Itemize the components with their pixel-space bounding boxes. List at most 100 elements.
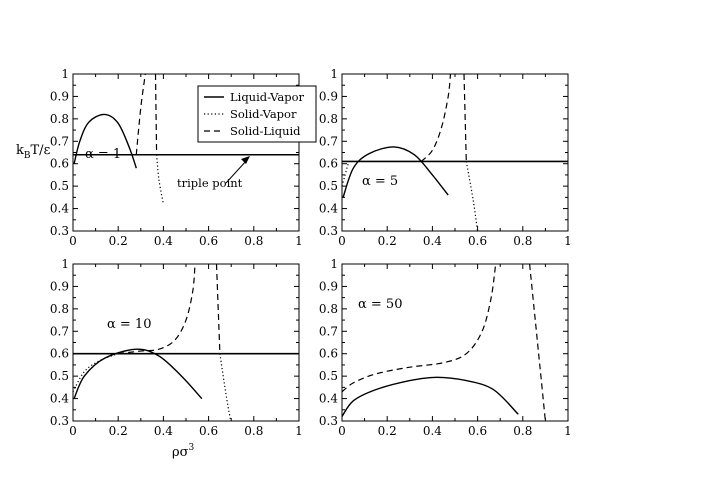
x-tick-label: 0 [338, 234, 346, 248]
y-tick-label: 0.7 [319, 324, 338, 338]
y-tick-label: 0.4 [319, 392, 338, 406]
series-solid-vapor-curve [219, 353, 232, 421]
y-tick-label: 0.5 [50, 179, 69, 193]
y-axis-label: kBT/ε [16, 143, 51, 161]
y-tick-label: 0.9 [319, 279, 338, 293]
x-tick-label: 0.4 [154, 234, 173, 248]
series-liquid-vapor-curve [342, 146, 449, 198]
y-tick-label: 0.3 [50, 414, 69, 428]
legend-label-solid-vapor: Solid-Vapor [230, 107, 297, 121]
panel-alpha-label: α = 1 [85, 147, 121, 162]
y-tick-label: 1 [61, 257, 69, 271]
y-tick-label: 1 [330, 67, 338, 81]
x-tick-label: 0.8 [513, 234, 532, 248]
y-tick-label: 1 [330, 257, 338, 271]
x-tick-label: 1 [564, 424, 572, 438]
series-liquid-vapor-curve [342, 376, 519, 417]
panel-frame [72, 263, 300, 422]
x-tick-label: 0.6 [199, 234, 218, 248]
y-tick-label: 0.4 [50, 202, 69, 216]
y-axis-label-rest: T/ε [31, 143, 51, 158]
panel-alpha-label: α = 10 [107, 317, 151, 332]
legend-label-liquid-vapor: Liquid-Vapor [230, 90, 305, 104]
triple-point-label: triple point [177, 176, 243, 190]
series-solid-liquid-curve [154, 74, 158, 155]
x-tick-label: 1 [564, 234, 572, 248]
y-tick-label: 0.5 [50, 369, 69, 383]
series-solid-liquid-curve [463, 74, 467, 162]
y-tick-label: 0.6 [50, 157, 69, 171]
y-tick-label: 0.7 [50, 324, 69, 338]
panel-4: 0 0.2 0.4 0.6 0.8 1 0.3 0.4 0.5 0.6 0.7 0.8 0.9 1 α = … [319, 257, 572, 438]
panel-alpha-label: α = 5 [362, 174, 398, 189]
x-tick-label: 0.4 [154, 424, 173, 438]
triple-point-arrowhead [241, 156, 250, 164]
legend: Liquid-Vapor Solid-Vapor Solid-Liquid [197, 85, 317, 143]
y-tick-label: 0.5 [319, 369, 338, 383]
y-tick-label: 0.7 [319, 134, 338, 148]
x-tick-label: 0 [338, 424, 346, 438]
panel-frame [341, 73, 569, 232]
panel-1: 0 0.2 0.4 0.6 0.8 1 0.3 0.4 0.5 0.6 0.7 0.8 0.9 1 α = … [50, 67, 303, 248]
x-tick-label: 0.6 [468, 424, 487, 438]
y-tick-label: 0.7 [50, 134, 69, 148]
triple-point-annotation: triple point [177, 156, 250, 190]
x-tick-label: 0 [69, 234, 77, 248]
x-tick-label: 0.4 [423, 424, 442, 438]
series-liquid-vapor-curve [73, 348, 203, 400]
plot-area [73, 74, 299, 205]
y-tick-label: 0.4 [50, 392, 69, 406]
y-tick-label: 0.9 [319, 89, 338, 103]
series-solid-liquid-curve [135, 74, 146, 155]
y-tick-label: 0.5 [319, 179, 338, 193]
panel-alpha-label: α = 50 [358, 297, 402, 312]
y-tick-label: 0.3 [319, 224, 338, 238]
series-solid-vapor-curve [465, 161, 479, 231]
x-tick-label: 1 [295, 424, 303, 438]
x-tick-label: 0.8 [244, 424, 263, 438]
x-axis-label-main: ρσ [172, 445, 189, 460]
series-solid-liquid-curve [342, 264, 497, 393]
plot-area [342, 74, 568, 231]
plot-area [73, 264, 299, 421]
panel-frame [341, 263, 569, 422]
legend-label-solid-liquid: Solid-Liquid [230, 124, 301, 138]
series-solid-vapor-curve [156, 154, 164, 205]
y-tick-label: 0.9 [50, 89, 69, 103]
x-tick-label: 0.2 [378, 424, 397, 438]
series-liquid-vapor-curve [73, 113, 137, 169]
series-solid-vapor-curve [73, 353, 119, 393]
series-solid-liquid-curve [529, 264, 546, 421]
panel-3: 0 0.2 0.4 0.6 0.8 1 0.3 0.4 0.5 0.6 0.7 0.8 0.9 1 α = … [50, 257, 303, 438]
panel-2: 0 0.2 0.4 0.6 0.8 1 0.3 0.4 0.5 0.6 0.7 0.8 0.9 1 α = … [319, 67, 572, 248]
x-tick-label: 0.8 [513, 424, 532, 438]
series-solid-liquid-curve [118, 264, 196, 355]
x-tick-label: 0 [69, 424, 77, 438]
x-tick-label: 0.2 [378, 234, 397, 248]
y-tick-label: 0.9 [50, 279, 69, 293]
x-axis-label-sup: 3 [189, 443, 195, 453]
series-solid-liquid-curve [420, 74, 452, 162]
y-axis-label-sub: B [24, 151, 31, 161]
y-tick-label: 0.3 [319, 414, 338, 428]
x-tick-label: 1 [295, 234, 303, 248]
x-tick-label: 0.6 [199, 424, 218, 438]
y-tick-label: 0.8 [50, 112, 69, 126]
y-tick-label: 1 [61, 67, 69, 81]
y-axis-label-k: k [16, 143, 24, 158]
x-tick-label: 0.8 [244, 234, 263, 248]
y-tick-label: 0.8 [319, 302, 338, 316]
y-tick-label: 0.4 [319, 202, 338, 216]
y-tick-label: 0.6 [319, 157, 338, 171]
x-axis-label: ρσ3 [172, 443, 195, 460]
y-tick-label: 0.6 [319, 347, 338, 361]
x-tick-label: 0.2 [109, 234, 128, 248]
triple-point-arrow-shaft [225, 159, 248, 184]
y-tick-label: 0.3 [50, 224, 69, 238]
series-solid-liquid-curve [215, 264, 221, 354]
panels: 0 0.2 0.4 0.6 0.8 1 0.3 0.4 0.5 0.6 0.7 0.8 0.9 1 α = … [50, 67, 572, 438]
legend-box [197, 85, 317, 143]
y-tick-label: 0.6 [50, 347, 69, 361]
x-tick-label: 0.6 [468, 234, 487, 248]
